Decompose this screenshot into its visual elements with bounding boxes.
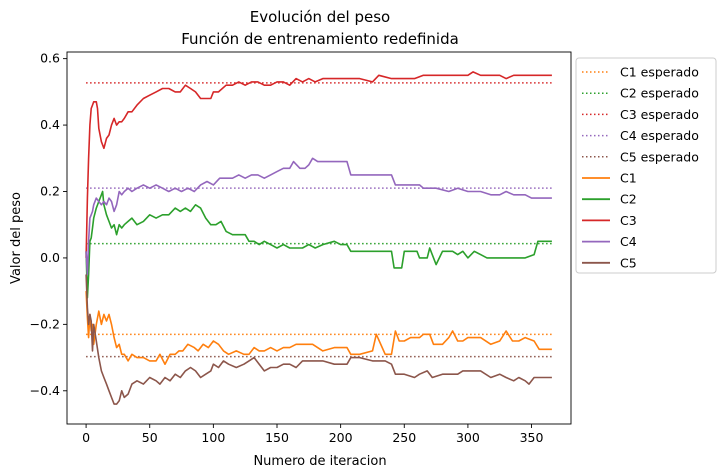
chart-title: Evolución del peso xyxy=(250,8,391,26)
x-axis-label: Numero de iteracion xyxy=(253,454,386,469)
x-tick-label: 200 xyxy=(329,430,353,445)
x-tick-label: 350 xyxy=(520,430,544,445)
legend-label: C5 esperado xyxy=(620,149,699,164)
x-tick-label: 150 xyxy=(265,430,289,445)
series-line-c1 xyxy=(85,291,552,365)
legend-label: C2 esperado xyxy=(620,86,699,101)
legend-label: C1 xyxy=(620,171,637,186)
x-tick-label: 100 xyxy=(201,430,225,445)
x-tick-label: 250 xyxy=(392,430,416,445)
y-tick-label: −0.2 xyxy=(30,316,60,331)
legend-label: C1 esperado xyxy=(620,65,699,80)
legend-label: C4 esperado xyxy=(620,128,699,143)
y-axis: −0.4 −0.2 0.0 0.2 0.4 0.6 xyxy=(30,51,67,398)
x-tick-label: 0 xyxy=(82,430,90,445)
series-line-c3 xyxy=(85,71,552,258)
legend-label: C5 xyxy=(620,255,637,270)
chart-subtitle: Función de entrenamiento redefinida xyxy=(181,30,459,48)
y-tick-label: 0.0 xyxy=(40,250,60,265)
x-tick-label: 300 xyxy=(456,430,480,445)
x-axis: 0 50 100 150 200 250 300 350 xyxy=(82,424,544,445)
plot-frame xyxy=(66,51,572,425)
legend-label: C3 xyxy=(620,213,637,228)
x-tick-label: 50 xyxy=(142,430,158,445)
y-tick-label: −0.4 xyxy=(30,383,60,398)
legend-label: C3 esperado xyxy=(620,107,699,122)
legend-label: C4 xyxy=(620,234,637,249)
y-tick-label: 0.6 xyxy=(40,51,60,66)
legend-frame xyxy=(575,57,717,274)
y-tick-label: 0.2 xyxy=(40,184,60,199)
series-line-c4 xyxy=(85,157,552,276)
y-tick-label: 0.4 xyxy=(40,117,60,132)
plot-area xyxy=(85,71,552,405)
y-axis-label: Valor del peso xyxy=(9,192,24,284)
series-line-c5 xyxy=(85,274,552,405)
series-line-c2 xyxy=(85,190,552,299)
legend: C1 esperado C2 esperado C3 esperado C4 espe… xyxy=(575,57,717,274)
legend-label: C2 xyxy=(620,192,637,207)
